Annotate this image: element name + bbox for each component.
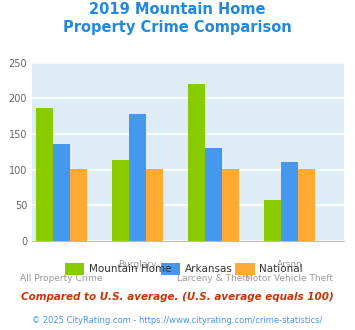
Bar — [112, 160, 129, 241]
Text: Burglary: Burglary — [118, 260, 157, 269]
Bar — [298, 169, 315, 241]
Text: Arkansas: Arkansas — [185, 264, 232, 274]
Bar — [205, 148, 222, 241]
Text: © 2025 CityRating.com - https://www.cityrating.com/crime-statistics/: © 2025 CityRating.com - https://www.city… — [32, 316, 323, 325]
Text: Motor Vehicle Theft: Motor Vehicle Theft — [245, 274, 333, 283]
Text: Compared to U.S. average. (U.S. average equals 100): Compared to U.S. average. (U.S. average … — [21, 292, 334, 302]
Bar — [146, 169, 163, 241]
Bar — [264, 200, 281, 241]
Bar — [36, 108, 53, 241]
Text: Larceny & Theft: Larceny & Theft — [178, 274, 250, 283]
Bar — [53, 144, 70, 241]
Text: Property Crime Comparison: Property Crime Comparison — [63, 20, 292, 35]
Text: Mountain Home: Mountain Home — [89, 264, 171, 274]
Bar — [222, 169, 239, 241]
Bar — [70, 169, 87, 241]
Text: 2019 Mountain Home: 2019 Mountain Home — [89, 2, 266, 16]
Text: Arson: Arson — [277, 260, 302, 269]
Bar — [188, 84, 205, 241]
Text: National: National — [259, 264, 302, 274]
Bar — [281, 162, 298, 241]
Text: All Property Crime: All Property Crime — [20, 274, 103, 283]
Bar — [129, 114, 146, 241]
